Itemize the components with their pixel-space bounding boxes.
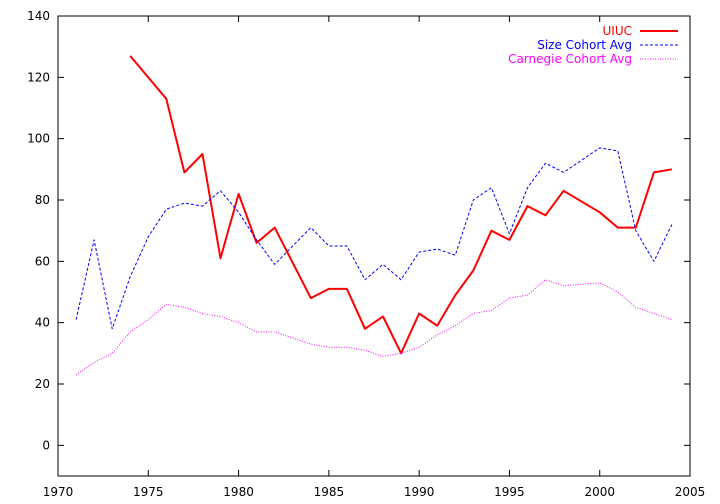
legend-label: UIUC — [603, 24, 632, 38]
x-tick-label: 1985 — [314, 485, 345, 499]
x-tick-label: 2005 — [675, 485, 706, 499]
axis-tick-labels: 1970 1975 1980 1985 1990 1995 2000 2005 0 20 40 60 8… — [27, 9, 705, 499]
legend-label: Size Cohort Avg — [537, 38, 632, 52]
plot-frame — [57, 15, 691, 477]
series-lines — [75, 55, 673, 376]
x-tick-label: 1995 — [494, 485, 525, 499]
x-tick-label: 1975 — [133, 485, 164, 499]
axis-ticks — [57, 15, 691, 476]
y-tick-label: 0 — [42, 438, 50, 452]
x-tick-label: 2000 — [584, 485, 615, 499]
x-tick-label: 1970 — [43, 485, 74, 499]
y-tick-label: 20 — [35, 377, 50, 391]
legend-label: Carnegie Cohort Avg — [508, 52, 632, 66]
x-tick-label: 1990 — [404, 485, 435, 499]
y-tick-label: 60 — [35, 254, 50, 268]
y-tick-label: 80 — [35, 193, 50, 207]
x-tick-label: 1980 — [223, 485, 254, 499]
series-line-1 — [75, 147, 673, 330]
y-tick-label: 100 — [27, 132, 50, 146]
y-tick-label: 140 — [27, 9, 50, 23]
y-tick-label: 40 — [35, 316, 50, 330]
series-line-0 — [129, 55, 673, 355]
series-line-2 — [75, 279, 673, 376]
y-tick-label: 120 — [27, 70, 50, 84]
